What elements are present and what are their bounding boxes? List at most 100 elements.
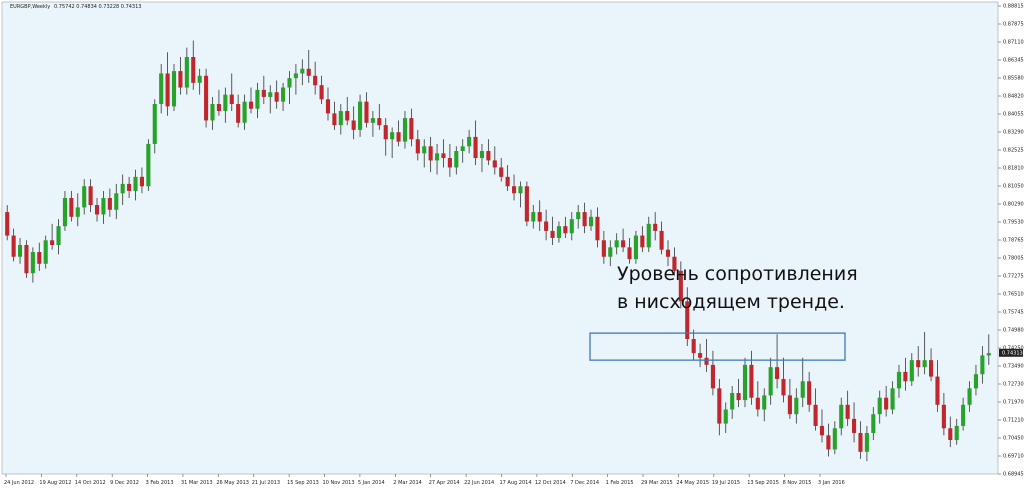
candle xyxy=(973,364,979,396)
candle xyxy=(351,106,356,140)
candle xyxy=(82,179,87,215)
candle xyxy=(896,364,902,398)
candle xyxy=(839,397,844,436)
candle xyxy=(319,75,324,104)
candle xyxy=(922,331,927,375)
candle xyxy=(11,228,16,262)
candle xyxy=(75,193,80,227)
price-tick-label: 0.87875 xyxy=(1003,22,1024,28)
time-tick-label: 2 Mar 2014 xyxy=(393,480,422,486)
candle xyxy=(133,169,138,201)
candle xyxy=(223,87,228,123)
time-tick-label: 24 Jun 2012 xyxy=(4,480,34,486)
candle xyxy=(941,393,946,436)
candle xyxy=(94,197,100,222)
candle xyxy=(434,143,440,175)
candle xyxy=(499,158,504,182)
candle xyxy=(742,357,748,408)
candle xyxy=(139,167,144,194)
candle xyxy=(621,228,626,253)
price-tick-label: 0.78005 xyxy=(1003,256,1024,262)
candle xyxy=(813,388,818,431)
price-tick-label: 0.68945 xyxy=(1003,472,1024,478)
candle xyxy=(454,146,459,175)
candle xyxy=(17,237,23,264)
time-tick-label: 24 May 2015 xyxy=(676,480,709,486)
price-tick-label: 0.72730 xyxy=(1003,382,1024,388)
price-tick-label: 0.82525 xyxy=(1003,148,1024,154)
candle xyxy=(659,221,664,255)
candle xyxy=(236,94,241,128)
candle xyxy=(550,216,555,245)
candle xyxy=(935,360,940,412)
candle xyxy=(633,230,638,264)
price-tick-label: 0.79530 xyxy=(1003,220,1024,226)
price-tick-label: 0.77275 xyxy=(1003,274,1024,280)
candle xyxy=(531,205,536,229)
price-tick-label: 0.84055 xyxy=(1003,112,1024,118)
candle xyxy=(178,57,183,95)
candle xyxy=(961,397,966,431)
candle xyxy=(229,73,234,112)
candle xyxy=(101,190,106,224)
candle xyxy=(56,219,61,255)
time-tick-label: 5 Jan 2014 xyxy=(358,480,385,486)
candle xyxy=(755,381,760,417)
resistance-zone-layer xyxy=(589,332,846,361)
candle xyxy=(261,75,266,104)
candle xyxy=(396,120,401,147)
price-tick-label: 0.75745 xyxy=(1003,310,1024,316)
candles-layer xyxy=(5,40,991,462)
candle xyxy=(268,85,273,114)
candle xyxy=(37,242,42,271)
candle xyxy=(698,343,703,368)
candle xyxy=(986,334,991,365)
annotation-line-2: в нисходящем тренде. xyxy=(617,291,845,313)
price-tick-label: 0.78765 xyxy=(1003,238,1024,244)
price-tick-label: 0.80290 xyxy=(1003,202,1024,208)
last-price-label: 0.74313 xyxy=(1002,350,1023,356)
candle xyxy=(852,402,857,443)
candle xyxy=(556,221,562,243)
candle xyxy=(332,101,337,130)
time-tick-label: 13 Sep 2015 xyxy=(747,480,779,486)
candle xyxy=(473,120,478,166)
candle xyxy=(768,357,773,405)
candle xyxy=(723,402,728,433)
candle xyxy=(858,421,863,459)
candle xyxy=(402,111,408,149)
candle xyxy=(608,240,613,267)
candle xyxy=(216,89,221,116)
candle xyxy=(691,329,696,361)
candle xyxy=(710,350,715,396)
candle xyxy=(884,385,889,417)
last-price-tag xyxy=(999,348,1023,357)
candle xyxy=(409,108,414,147)
candle xyxy=(287,71,292,104)
candle xyxy=(338,103,343,135)
candle xyxy=(88,179,93,213)
candle xyxy=(954,418,959,445)
candle xyxy=(146,139,151,191)
candle xyxy=(807,371,812,412)
candle xyxy=(845,390,850,426)
candle xyxy=(62,190,68,231)
price-tick-label: 0.71210 xyxy=(1003,418,1024,424)
candle xyxy=(127,176,132,198)
candle xyxy=(627,237,632,264)
candle xyxy=(903,357,908,391)
candle xyxy=(184,47,189,95)
candle xyxy=(665,240,671,267)
price-tick-label: 0.71970 xyxy=(1003,400,1024,406)
time-tick-label: 26 May 2013 xyxy=(216,480,249,486)
candle xyxy=(819,409,825,443)
candle xyxy=(364,92,369,128)
annotation-line-1: Уровень сопротивления xyxy=(617,263,858,285)
price-tick-label: 0.88815 xyxy=(1003,4,1024,10)
candle xyxy=(678,261,683,309)
time-tick-label: 19 Aug 2012 xyxy=(39,480,71,486)
candle xyxy=(165,52,170,116)
candle xyxy=(358,94,363,137)
time-tick-label: 1 Feb 2015 xyxy=(606,480,634,486)
